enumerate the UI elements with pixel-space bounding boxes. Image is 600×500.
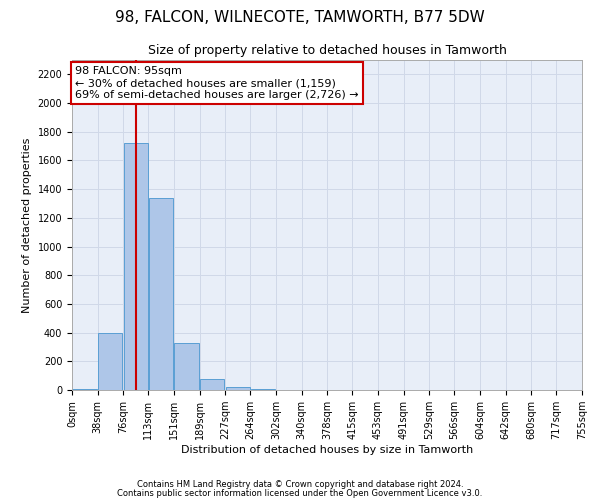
Bar (251, 388, 275, 390)
Title: Size of property relative to detached houses in Tamworth: Size of property relative to detached ho… (148, 44, 506, 58)
Bar (200, 379, 224, 390)
Bar (124, 143, 148, 390)
Bar (98, 332, 122, 390)
Y-axis label: Number of detached properties: Number of detached properties (22, 138, 32, 312)
Text: Contains HM Land Registry data © Crown copyright and database right 2024.: Contains HM Land Registry data © Crown c… (137, 480, 463, 489)
Bar (174, 342, 199, 390)
X-axis label: Distribution of detached houses by size in Tamworth: Distribution of detached houses by size … (181, 445, 473, 455)
Text: Contains public sector information licensed under the Open Government Licence v3: Contains public sector information licen… (118, 488, 482, 498)
Text: 98, FALCON, WILNECOTE, TAMWORTH, B77 5DW: 98, FALCON, WILNECOTE, TAMWORTH, B77 5DW (115, 10, 485, 25)
Bar (149, 198, 173, 390)
Text: 98 FALCON: 95sqm
← 30% of detached houses are smaller (1,159)
69% of semi-detach: 98 FALCON: 95sqm ← 30% of detached house… (76, 66, 359, 100)
Bar (226, 387, 250, 390)
